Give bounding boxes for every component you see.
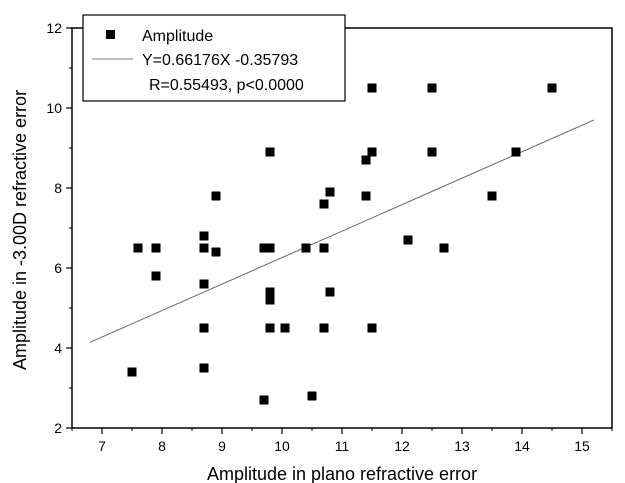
- data-point: [403, 235, 413, 245]
- x-tick-label: 14: [514, 438, 530, 454]
- data-point: [427, 83, 437, 93]
- data-point: [265, 147, 275, 157]
- y-tick-label: 6: [54, 260, 62, 276]
- data-point: [211, 247, 221, 257]
- data-point: [199, 323, 209, 333]
- data-point: [361, 191, 371, 201]
- y-tick-label: 8: [54, 180, 62, 196]
- data-point: [367, 323, 377, 333]
- data-point: [325, 287, 335, 297]
- x-tick-label: 9: [218, 438, 226, 454]
- data-point: [133, 243, 143, 253]
- data-point: [439, 243, 449, 253]
- data-point: [319, 323, 329, 333]
- data-point: [199, 363, 209, 373]
- data-point: [319, 199, 329, 209]
- legend-label-amplitude: Amplitude: [142, 28, 213, 45]
- x-axis: 7 8 9 10 11 12 13 14 15: [71, 428, 613, 454]
- data-point: [319, 243, 329, 253]
- data-point: [307, 391, 317, 401]
- data-point: [280, 323, 290, 333]
- y-tick-label: 10: [46, 100, 62, 116]
- data-point: [265, 287, 275, 297]
- data-point: [487, 191, 497, 201]
- data-point: [211, 191, 221, 201]
- data-point: [361, 155, 371, 165]
- data-point: [259, 243, 269, 253]
- x-tick-label: 8: [158, 438, 166, 454]
- legend-square-marker-icon: [106, 30, 115, 39]
- y-tick-label: 4: [54, 340, 62, 356]
- y-axis: 2 4 6 8 10 12: [46, 20, 72, 436]
- y-axis-title: Amplitude in -3.00D refractive error: [10, 90, 30, 370]
- data-point: [199, 231, 209, 241]
- data-point: [199, 243, 209, 253]
- data-point: [367, 83, 377, 93]
- x-tick-label: 10: [274, 438, 290, 454]
- data-point: [259, 395, 269, 405]
- y-tick-label: 2: [54, 420, 62, 436]
- legend-label-statistics: R=0.55493, p<0.0000: [149, 77, 304, 94]
- legend: Amplitude Y=0.66176X -0.35793 R=0.55493,…: [82, 14, 346, 102]
- data-point: [547, 83, 557, 93]
- data-point: [199, 279, 209, 289]
- regression-line: [89, 119, 595, 343]
- data-point: [151, 243, 161, 253]
- x-tick-label: 13: [454, 438, 470, 454]
- data-point: [265, 295, 275, 305]
- x-tick-label: 11: [335, 438, 350, 454]
- x-tick-label: 7: [98, 438, 106, 454]
- data-point: [265, 323, 275, 333]
- data-point: [367, 147, 377, 157]
- data-point: [427, 147, 437, 157]
- legend-box: [82, 14, 346, 102]
- data-point: [151, 271, 161, 281]
- x-tick-label: 15: [574, 438, 590, 454]
- data-point: [265, 243, 275, 253]
- x-tick-label: 12: [394, 438, 410, 454]
- data-point: [301, 243, 311, 253]
- x-axis-title: Amplitude in plano refractive error: [207, 464, 477, 483]
- data-point: [511, 147, 521, 157]
- data-point: [127, 367, 137, 377]
- y-tick-label: 12: [46, 20, 62, 36]
- plot-marks: [89, 83, 595, 405]
- legend-label-fit-equation: Y=0.66176X -0.35793: [142, 52, 298, 69]
- data-point: [325, 187, 335, 197]
